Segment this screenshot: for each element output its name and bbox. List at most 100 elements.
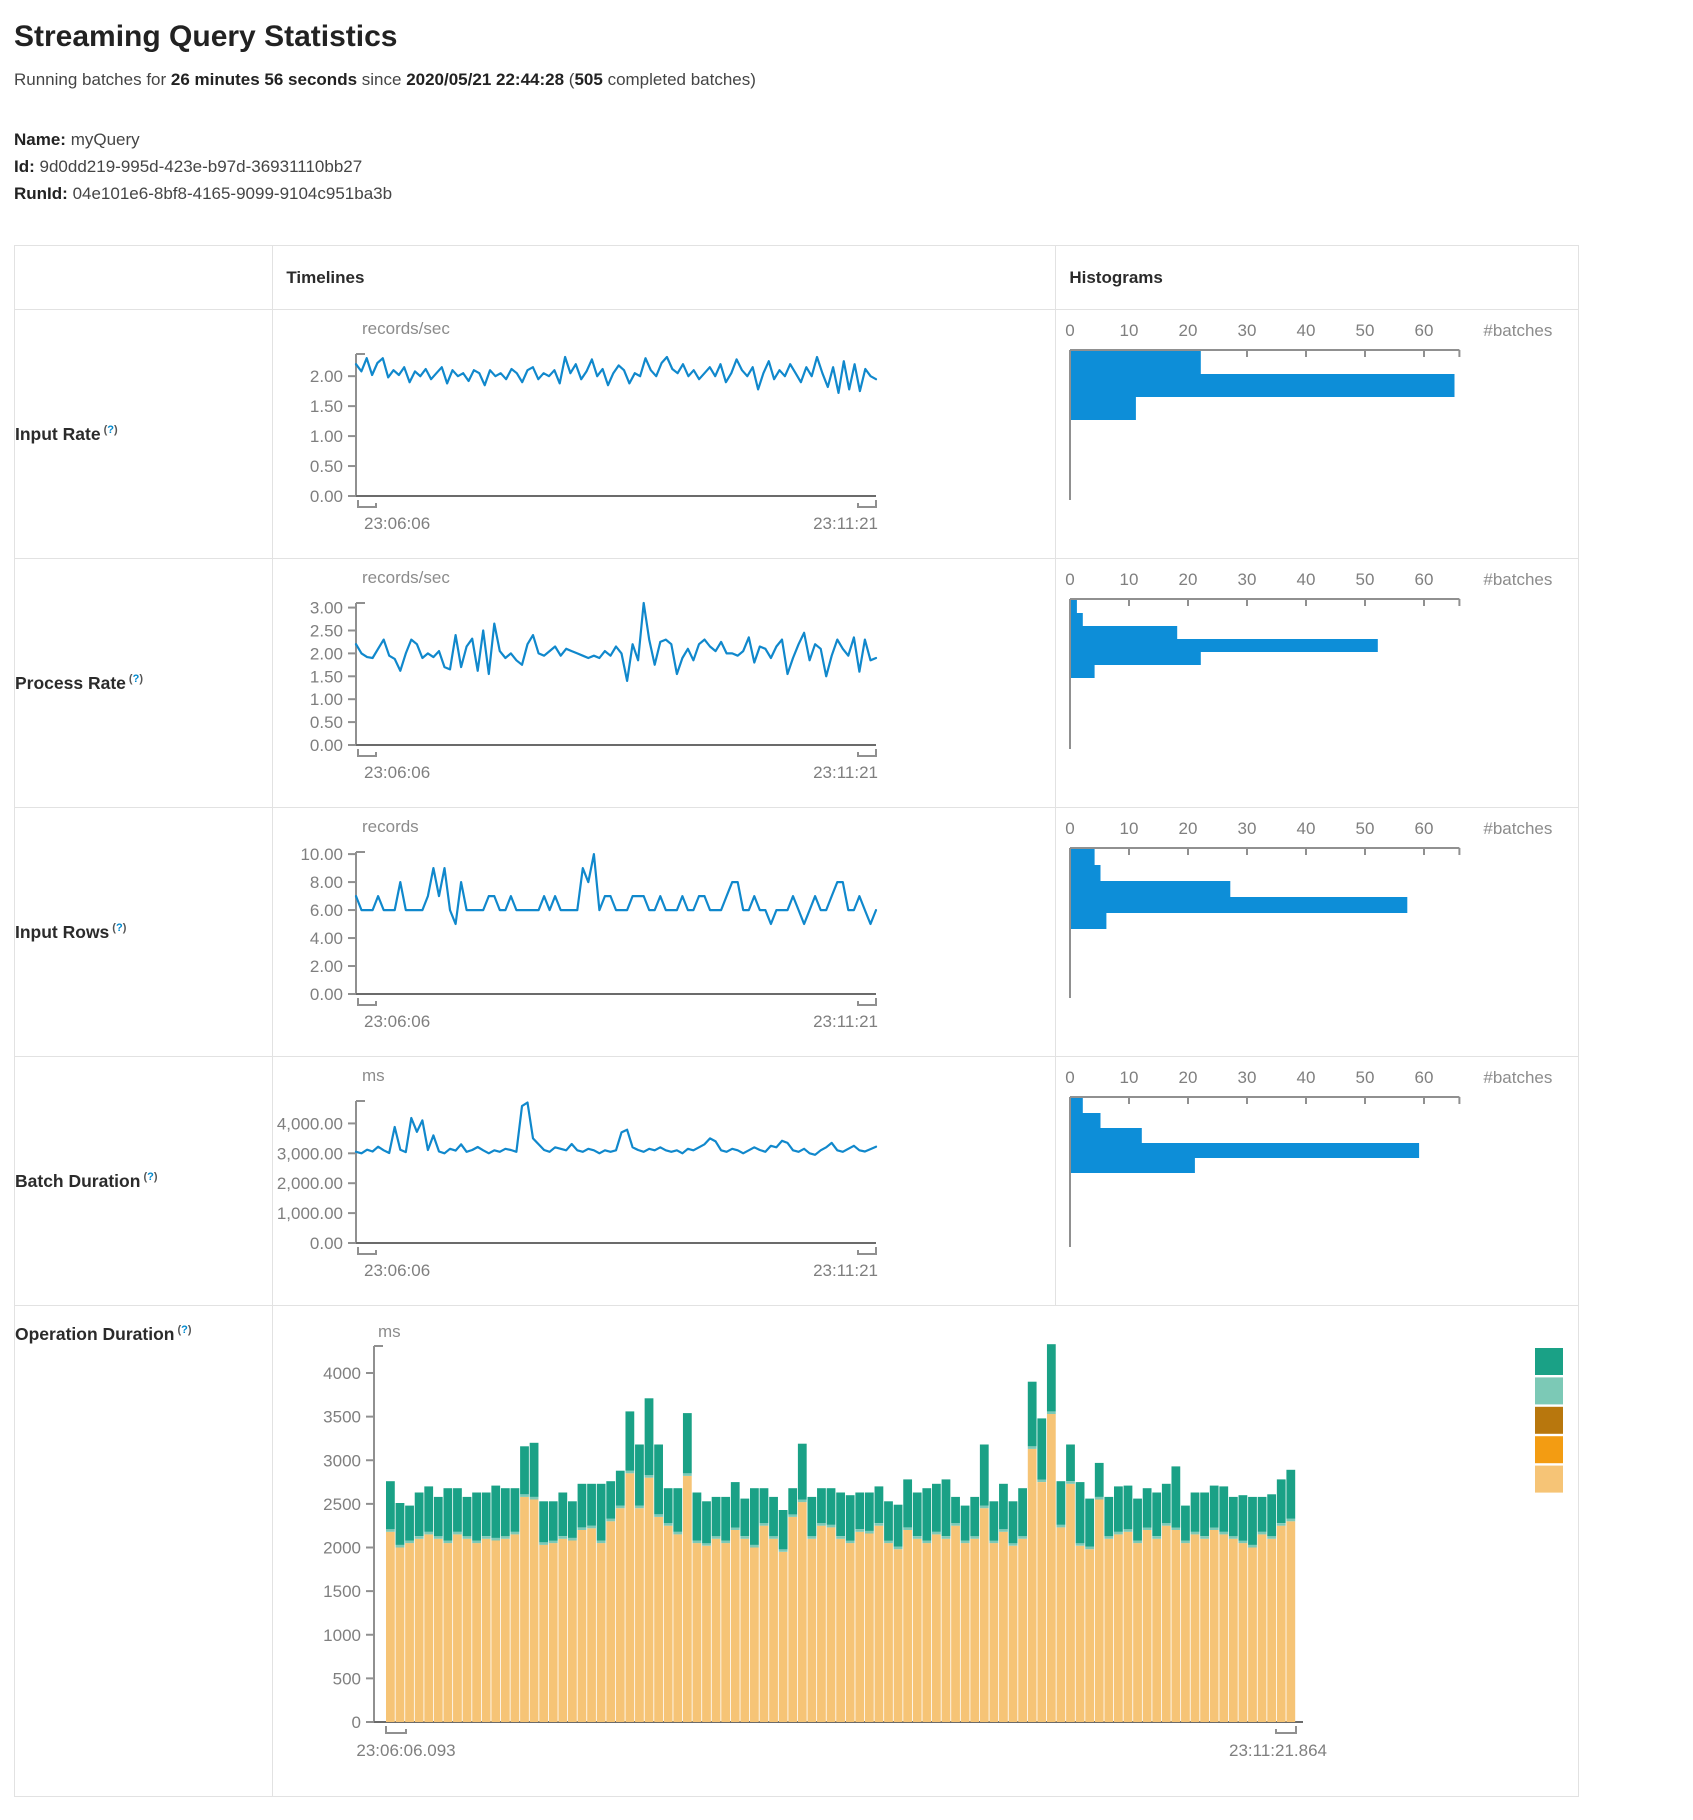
row-label-operation-duration: Operation Duration (?) <box>13 1305 274 1797</box>
op-duration-bar-mid <box>453 1531 463 1535</box>
svg-text:0.00: 0.00 <box>310 487 343 506</box>
help-icon[interactable]: (?) <box>103 423 118 436</box>
op-duration-bar-mid <box>1258 1531 1267 1535</box>
op-duration-bar-mid <box>482 1536 491 1539</box>
batch-duration-timeline-chart: ms 0.00 1,000.00 2,000.00 3,000.00 4,000.00 23… <box>273 1057 1055 1305</box>
op-duration-bar-mid <box>1267 1536 1277 1539</box>
op-duration-bar-base <box>1008 1545 1018 1722</box>
op-duration-bar-top <box>779 1510 788 1550</box>
svg-text:1,000.00: 1,000.00 <box>277 1204 343 1223</box>
op-duration-bar-top <box>817 1488 827 1524</box>
op-duration-bar-mid <box>779 1549 788 1552</box>
svg-text:2500: 2500 <box>324 1495 362 1514</box>
op-duration-bar-mid <box>1095 1496 1104 1500</box>
op-duration-bar-mid <box>855 1529 865 1532</box>
op-duration-bar-mid <box>1277 1523 1286 1526</box>
op-duration-bar-mid <box>616 1505 625 1509</box>
op-duration-bar-top <box>1238 1495 1248 1541</box>
op-duration-bar-top <box>970 1496 980 1537</box>
op-duration-bar-top <box>836 1492 846 1537</box>
summary-batches-suffix: completed batches) <box>607 70 756 89</box>
op-duration-bar-mid <box>587 1525 597 1529</box>
op-duration-bar-top <box>1066 1444 1076 1482</box>
svg-text:6.00: 6.00 <box>310 901 343 920</box>
op-duration-bar-base <box>597 1543 606 1722</box>
op-duration-bar-mid <box>692 1540 702 1544</box>
op-duration-bar-base <box>836 1538 846 1722</box>
svg-text:0: 0 <box>1066 321 1075 340</box>
op-duration-bar-top <box>1056 1481 1066 1525</box>
svg-text:0: 0 <box>1066 570 1075 589</box>
op-duration-bar-top <box>999 1483 1009 1530</box>
svg-text:23:06:06: 23:06:06 <box>364 1012 430 1031</box>
help-icon[interactable]: (?) <box>177 1324 192 1337</box>
svg-text:0.50: 0.50 <box>310 713 343 732</box>
svg-text:ms: ms <box>378 1322 401 1341</box>
op-duration-bar-mid <box>750 1544 760 1548</box>
op-duration-bar-base <box>606 1521 616 1722</box>
help-icon[interactable]: (?) <box>112 921 127 934</box>
op-duration-bar-mid <box>673 1531 683 1535</box>
op-duration-bar-top <box>1104 1496 1114 1537</box>
op-duration-bar-mid <box>1210 1527 1219 1530</box>
op-duration-bar-mid <box>434 1536 443 1539</box>
svg-text:40: 40 <box>1297 321 1316 340</box>
op-duration-bar-mid <box>549 1540 558 1544</box>
op-duration-bar-top <box>798 1443 807 1500</box>
op-duration-bar-top <box>1200 1492 1210 1537</box>
op-duration-bar-mid <box>597 1540 606 1544</box>
op-duration-bar-base <box>635 1508 645 1722</box>
op-duration-bar-mid <box>932 1531 942 1535</box>
batch-duration-timeline-svg: ms 0.00 1,000.00 2,000.00 3,000.00 4,000.00 23… <box>277 1066 878 1280</box>
svg-text:23:06:06: 23:06:06 <box>364 1261 430 1280</box>
histogram-bar <box>1071 626 1178 639</box>
op-duration-bar-mid <box>1008 1543 1018 1546</box>
op-duration-bar-mid <box>1190 1531 1200 1535</box>
op-duration-bar-mid <box>520 1494 530 1497</box>
op-duration-bar-base <box>817 1525 827 1722</box>
svg-text:20: 20 <box>1179 819 1198 838</box>
input-rows-timeline-svg: records 0.00 2.00 4.00 6.00 8.00 10.00 23:06:06… <box>301 817 879 1031</box>
op-duration-bar-base <box>1162 1525 1171 1722</box>
op-duration-bar-mid <box>788 1514 798 1517</box>
help-icon[interactable]: (?) <box>128 672 143 685</box>
op-duration-bar-base <box>530 1499 539 1722</box>
op-duration-bar-top <box>721 1496 731 1541</box>
op-duration-bar-top <box>951 1496 961 1524</box>
svg-text:30: 30 <box>1238 321 1257 340</box>
op-duration-bar-top <box>894 1504 903 1547</box>
op-duration-bar-top <box>1162 1483 1171 1524</box>
op-duration-bar-mid <box>970 1536 980 1539</box>
op-duration-bar-mid <box>836 1536 846 1539</box>
timelines-header: Timelines <box>272 245 1057 310</box>
histogram-bar <box>1071 1098 1084 1113</box>
op-duration-bar-base <box>472 1543 482 1722</box>
op-duration-bar-top <box>865 1492 875 1531</box>
op-duration-bar-mid <box>1248 1544 1258 1548</box>
op-duration-bar-mid <box>1066 1481 1076 1484</box>
op-duration-bar-mid <box>644 1475 654 1478</box>
op-duration-bar-top <box>539 1501 549 1543</box>
op-duration-bar-base <box>894 1549 903 1722</box>
op-duration-bar-top <box>1181 1505 1191 1541</box>
op-duration-bar-mid <box>530 1496 539 1500</box>
op-duration-bar-top <box>673 1488 683 1532</box>
op-duration-bar-mid <box>1104 1536 1114 1539</box>
svg-text:3.00: 3.00 <box>310 599 343 618</box>
op-duration-bar-base <box>941 1538 951 1722</box>
svg-text:10: 10 <box>1120 321 1139 340</box>
help-icon[interactable]: (?) <box>143 1170 158 1183</box>
op-duration-bar-base <box>644 1477 654 1722</box>
histogram-bar <box>1071 351 1202 374</box>
op-duration-bar-top <box>922 1488 932 1541</box>
svg-text:20: 20 <box>1179 1068 1198 1087</box>
table-row: Batch Duration (?) ms 0.00 1,000.00 2,000.00… <box>13 1056 1579 1306</box>
table-row: Input Rate (?) records/sec 0.00 0.50 1.00 1.5… <box>13 309 1579 559</box>
summary-batch-count: 505 <box>574 70 603 89</box>
op-duration-bar-mid <box>1238 1540 1248 1544</box>
op-duration-bar-base <box>1286 1521 1296 1722</box>
query-meta: Name: myQuery Id: 9d0dd219-995d-423e-b97… <box>14 126 1693 207</box>
op-duration-bar-top <box>1258 1496 1267 1532</box>
op-duration-bar-mid <box>769 1536 779 1539</box>
